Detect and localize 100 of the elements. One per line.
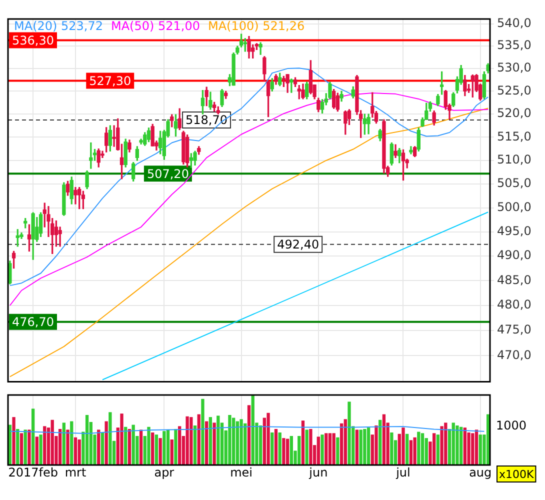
bar <box>420 433 424 465</box>
bar <box>413 437 416 465</box>
bar <box>348 402 351 465</box>
bar <box>151 432 154 465</box>
bar <box>66 430 70 465</box>
bar <box>124 426 128 465</box>
bar <box>216 416 220 465</box>
ref-line-label: 536,30 <box>12 33 54 48</box>
bar <box>309 428 312 465</box>
y-tick-label: 520,0 <box>497 106 532 120</box>
bar <box>208 417 212 465</box>
y-tick-label: 535,0 <box>497 38 532 52</box>
bar <box>147 426 150 465</box>
candlestick <box>112 125 116 147</box>
bar <box>432 433 436 465</box>
y-tick-label: 500,0 <box>497 200 532 214</box>
bar <box>460 426 463 465</box>
bar <box>170 439 174 465</box>
bar <box>332 433 336 465</box>
bar <box>382 414 386 465</box>
bar <box>108 412 112 465</box>
bar <box>409 440 413 465</box>
bar <box>186 416 189 465</box>
x-tick-label: jun <box>308 465 328 480</box>
bar <box>363 428 366 465</box>
text: MA(20) 523,72 <box>14 19 103 34</box>
y-tick-label: 485,0 <box>497 272 532 287</box>
y-tick-label: 505,0 <box>497 176 532 190</box>
bar <box>316 436 320 465</box>
text: MA(100) 521,26 <box>208 19 305 34</box>
bar <box>205 421 208 465</box>
bar <box>24 430 27 465</box>
bar <box>301 420 305 465</box>
bar <box>139 430 143 465</box>
bar <box>28 430 31 465</box>
ref-line-label: 476,70 <box>12 315 54 330</box>
bar <box>74 437 78 465</box>
bar <box>340 423 344 465</box>
bar <box>320 434 324 465</box>
x-tick-label: aug <box>469 465 492 480</box>
bar <box>463 428 467 465</box>
bar <box>166 430 170 465</box>
bar <box>474 430 478 465</box>
bar <box>266 412 270 465</box>
bar <box>336 437 340 465</box>
bar <box>58 428 62 465</box>
bar <box>197 414 200 465</box>
bar <box>456 425 459 465</box>
bar <box>16 428 20 465</box>
bar <box>378 420 382 465</box>
bar <box>50 420 54 465</box>
bar <box>244 423 247 465</box>
x-tick-label: mei <box>230 465 252 480</box>
bar <box>190 417 193 465</box>
bar <box>258 425 262 465</box>
bar <box>236 421 240 465</box>
bar <box>324 433 328 465</box>
bar <box>104 421 108 465</box>
bar <box>290 436 293 465</box>
bar <box>240 419 243 465</box>
text: x100K <box>499 468 535 481</box>
bar <box>201 398 204 465</box>
bar <box>12 417 16 465</box>
ref-line-label: 507,20 <box>146 166 189 181</box>
ref-line-label: 527,30 <box>89 74 132 88</box>
bar <box>247 405 251 465</box>
bar <box>162 431 166 465</box>
bar <box>174 428 178 465</box>
y-tick-label: 510,0 <box>497 152 532 167</box>
y-tick-label: 470,0 <box>497 348 532 362</box>
bar <box>406 434 409 465</box>
bar <box>228 414 232 465</box>
bar <box>43 426 46 465</box>
bar <box>85 414 89 465</box>
bar <box>478 434 482 465</box>
bar <box>286 438 290 465</box>
y-tick-label: 515,0 <box>497 129 532 144</box>
bar <box>120 414 124 465</box>
bar <box>158 438 162 465</box>
bar <box>344 419 347 465</box>
y-tick-label: 540,0 <box>497 16 532 30</box>
bar <box>20 433 24 465</box>
bar <box>251 395 254 465</box>
bar <box>100 432 104 465</box>
bar <box>212 422 216 465</box>
bar <box>440 426 444 465</box>
bar <box>270 432 274 465</box>
bar <box>366 428 370 465</box>
bar <box>486 414 490 465</box>
bar <box>128 428 132 465</box>
bar <box>70 421 74 465</box>
bar <box>274 428 278 465</box>
y-tick-label: 525,0 <box>497 83 532 98</box>
y-tick-label: 495,0 <box>497 224 532 238</box>
x-tick-label: apr <box>154 465 174 480</box>
bar <box>417 432 420 465</box>
bar <box>298 436 301 465</box>
y-tick-label: 475,0 <box>497 322 532 337</box>
bar <box>452 422 455 465</box>
bar <box>35 436 38 465</box>
